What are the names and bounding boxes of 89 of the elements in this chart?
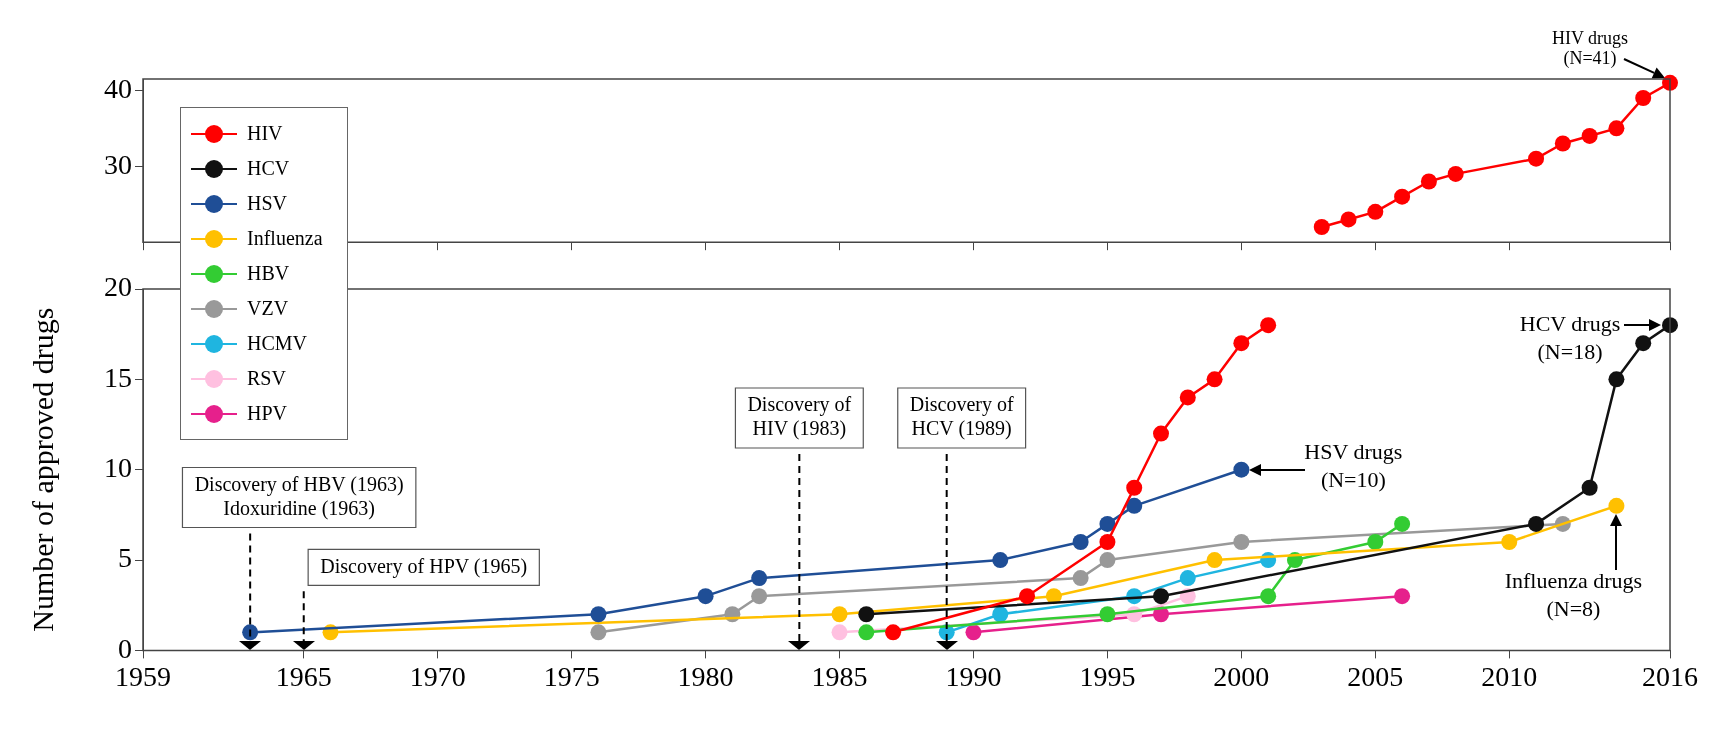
point — [965, 624, 982, 641]
legend-label: RSV — [247, 367, 286, 390]
point — [1233, 461, 1250, 478]
y-tick-label: 20 — [104, 271, 132, 303]
point — [1554, 135, 1571, 152]
point — [751, 570, 768, 587]
point — [1099, 533, 1116, 550]
point — [1635, 335, 1652, 352]
y-axis-title: Number of approved drugs — [25, 307, 59, 632]
point — [992, 606, 1009, 623]
x-tick-label: 2010 — [1481, 660, 1538, 692]
x-tick-label: 1990 — [945, 660, 1002, 692]
point — [1528, 515, 1545, 532]
point — [590, 606, 607, 623]
point — [858, 624, 875, 641]
ref-line-label: Discovery of HBV (1963) Idoxuridine (1963) — [194, 472, 404, 520]
point — [1099, 515, 1116, 532]
ref-line-label: Discovery of HIV (1983) — [747, 393, 852, 441]
point — [1206, 552, 1223, 569]
legend-label: HSV — [247, 192, 288, 215]
point — [1072, 570, 1089, 587]
x-tick-label: 1980 — [677, 660, 734, 692]
x-tick-label: 2016 — [1642, 660, 1698, 692]
point — [1447, 165, 1464, 182]
point — [1581, 127, 1598, 144]
x-tick-label: 1970 — [409, 660, 466, 692]
point — [1608, 371, 1625, 388]
annotation: HSV drugs (N=10) — [1304, 439, 1403, 493]
point — [1153, 588, 1169, 605]
ref-line-label: Discovery of HPV (1965) — [320, 554, 528, 578]
point — [1153, 425, 1169, 442]
point — [1206, 371, 1223, 388]
x-tick-label: 1985 — [811, 660, 868, 692]
point — [242, 624, 259, 641]
point — [1179, 570, 1196, 587]
legend-label: VZV — [247, 297, 289, 320]
legend-label: HCV — [247, 157, 290, 180]
annotation: HCV drugs (N=18) — [1519, 310, 1621, 364]
point — [590, 624, 607, 641]
point — [1608, 120, 1625, 137]
legend-label: HIV — [247, 122, 283, 145]
x-tick-label: 1975 — [543, 660, 600, 692]
point — [1233, 533, 1250, 550]
x-tick-label: 1965 — [275, 660, 332, 692]
legend-label: HPV — [247, 402, 288, 425]
point — [1420, 173, 1437, 190]
y-tick-label: 30 — [104, 148, 132, 180]
x-tick-label: 2000 — [1213, 660, 1270, 692]
legend-label: Influenza — [247, 227, 323, 250]
legend-label: HCMV — [247, 332, 308, 355]
point — [1233, 335, 1250, 352]
point — [1260, 588, 1277, 605]
point — [751, 588, 768, 605]
x-tick-label: 2005 — [1347, 660, 1404, 692]
point — [1072, 533, 1089, 550]
legend-label: HBV — [247, 262, 290, 285]
point — [831, 606, 848, 623]
point — [1313, 219, 1330, 236]
point — [1340, 211, 1357, 228]
point — [1019, 588, 1036, 605]
annotation: Influenza drugs (N=8) — [1504, 567, 1643, 621]
point — [1394, 515, 1411, 532]
point — [1501, 533, 1518, 550]
point — [885, 624, 902, 641]
y-tick-label: 40 — [104, 72, 132, 104]
point — [1367, 533, 1384, 550]
point — [1126, 479, 1143, 496]
point — [1260, 317, 1277, 334]
point — [1528, 150, 1545, 167]
x-tick-label: 1995 — [1079, 660, 1136, 692]
point — [1635, 89, 1652, 106]
point — [1179, 389, 1196, 406]
annotation: HIV drugs (N=41) — [1551, 27, 1629, 69]
point — [697, 588, 714, 605]
point — [1099, 606, 1116, 623]
point — [831, 624, 848, 641]
ref-line-label: Discovery of HCV (1989) — [909, 393, 1014, 441]
point — [1394, 588, 1411, 605]
y-tick-label: 5 — [118, 542, 132, 574]
point — [1608, 497, 1625, 514]
point — [1394, 188, 1411, 205]
y-tick-label: 10 — [104, 452, 132, 484]
point — [1367, 203, 1384, 220]
point — [1581, 479, 1598, 496]
y-tick-label: 15 — [104, 361, 132, 393]
point — [1126, 497, 1143, 514]
point — [1099, 552, 1116, 569]
point — [992, 552, 1009, 569]
point — [858, 606, 875, 623]
